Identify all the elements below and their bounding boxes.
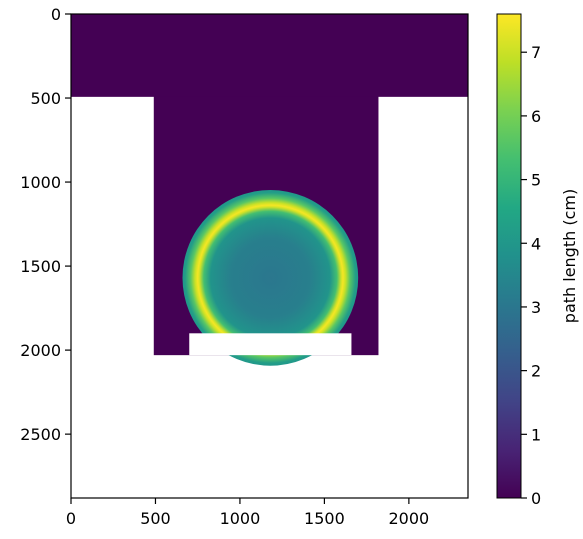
y-tick-label: 500: [30, 89, 61, 108]
plot-frame: [70, 13, 469, 499]
y-axis: 0 500 1000 1500 2000 2500: [20, 5, 71, 444]
colorbar-tick-label: 7: [531, 43, 541, 62]
colorbar-tick-label: 4: [531, 234, 541, 253]
x-tick-label: 1000: [220, 509, 261, 528]
y-tick-label: 2000: [20, 341, 61, 360]
y-tick-label: 1500: [20, 257, 61, 276]
colorbar-tick-label: 6: [531, 107, 541, 126]
colorbar-tick-label: 0: [531, 489, 541, 508]
colorbar-gradient: [496, 13, 522, 499]
colorbar-tick-label: 5: [531, 171, 541, 190]
y-tick-label: 2500: [20, 425, 61, 444]
colorbar-label: path length (cm): [560, 189, 579, 323]
colorbar-tick-label: 2: [531, 362, 541, 381]
y-tick-label: 0: [51, 5, 61, 24]
colorbar-ticks: 0 1 2 3 4 5 6 7: [521, 43, 541, 508]
x-tick-label: 0: [66, 509, 76, 528]
x-tick-label: 500: [140, 509, 171, 528]
colorbar-tick-label: 3: [531, 298, 541, 317]
sphere-region: [182, 190, 359, 366]
x-tick-label: 2000: [389, 509, 430, 528]
x-tick-label: 1500: [304, 509, 345, 528]
top-slab-region: [71, 14, 468, 97]
y-tick-label: 1000: [20, 173, 61, 192]
white-cutout-region: [189, 333, 352, 356]
colorbar: 0 1 2 3 4 5 6 7 path length (cm): [496, 13, 579, 508]
x-axis: 0 500 1000 1500 2000: [66, 498, 429, 528]
colorbar-tick-label: 1: [531, 425, 541, 444]
plot-area: [71, 14, 468, 366]
